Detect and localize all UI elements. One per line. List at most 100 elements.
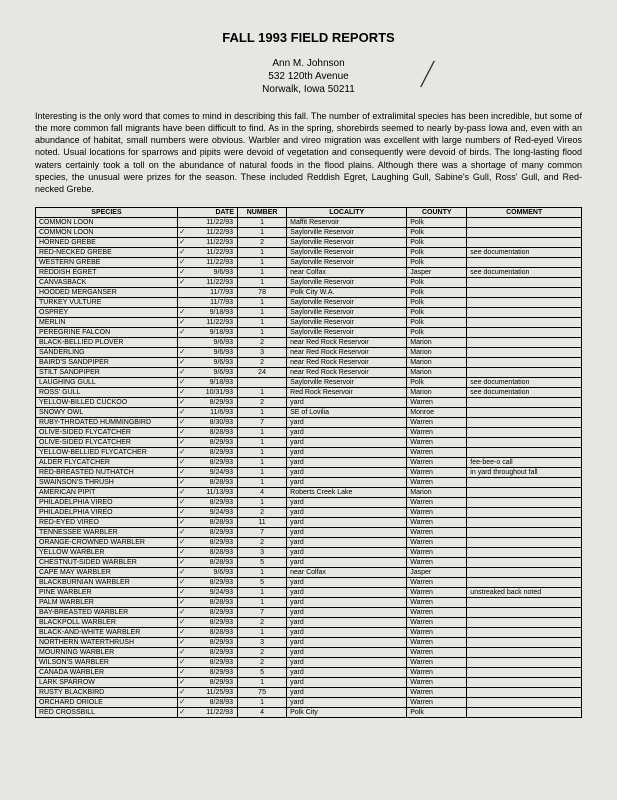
cell-number: 11 (238, 517, 287, 527)
cell-date: 8/29/93 (177, 577, 237, 587)
cell-comment (467, 307, 582, 317)
cell-locality: near Colfax (287, 567, 407, 577)
cell-locality: yard (287, 457, 407, 467)
table-row: PINE WARBLER9/24/931yardWarrenunstreaked… (36, 587, 582, 597)
cell-date: 11/6/93 (177, 407, 237, 417)
cell-county: Warren (407, 467, 467, 477)
header-locality: LOCALITY (287, 207, 407, 217)
cell-county: Warren (407, 577, 467, 587)
cell-county: Polk (407, 277, 467, 287)
cell-county: Warren (407, 617, 467, 627)
cell-county: Marion (407, 387, 467, 397)
cell-date: 11/22/93 (177, 317, 237, 327)
table-row: PALM WARBLER8/28/931yardWarren (36, 597, 582, 607)
cell-species: MERLIN (36, 317, 178, 327)
cell-county: Jasper (407, 567, 467, 577)
header-date: DATE (177, 207, 237, 217)
cell-locality: near Red Rock Reservoir (287, 337, 407, 347)
table-row: OSPREY9/18/931Saylorville ReservoirPolk (36, 307, 582, 317)
table-row: CANADA WARBLER8/29/935yardWarren (36, 667, 582, 677)
table-row: HORNED GREBE11/22/932Saylorville Reservo… (36, 237, 582, 247)
cell-number: 5 (238, 557, 287, 567)
cell-comment (467, 517, 582, 527)
cell-date: 9/24/93 (177, 507, 237, 517)
cell-county: Warren (407, 427, 467, 437)
table-row: WESTERN GREBE11/22/931Saylorville Reserv… (36, 257, 582, 267)
cell-county: Monroe (407, 407, 467, 417)
table-row: CANVASBACK11/22/931Saylorville Reservoir… (36, 277, 582, 287)
cell-date: 11/22/93 (177, 277, 237, 287)
cell-comment (467, 707, 582, 717)
cell-county: Warren (407, 667, 467, 677)
cell-date: 9/6/93 (177, 357, 237, 367)
cell-species: TENNESSEE WARBLER (36, 527, 178, 537)
cell-comment (467, 607, 582, 617)
cell-number: 2 (238, 647, 287, 657)
cell-county: Polk (407, 317, 467, 327)
table-row: TENNESSEE WARBLER8/29/937yardWarren (36, 527, 582, 537)
cell-comment (467, 367, 582, 377)
cell-comment (467, 647, 582, 657)
cell-county: Warren (407, 697, 467, 707)
cell-county: Warren (407, 557, 467, 567)
cell-date: 8/29/93 (177, 537, 237, 547)
cell-date: 8/29/93 (177, 637, 237, 647)
cell-species: PINE WARBLER (36, 587, 178, 597)
cell-species: YELLOW WARBLER (36, 547, 178, 557)
cell-number: 5 (238, 577, 287, 587)
cell-locality: yard (287, 497, 407, 507)
cell-date: 9/6/93 (177, 337, 237, 347)
cell-locality: yard (287, 477, 407, 487)
cell-number: 1 (238, 277, 287, 287)
cell-number: 5 (238, 667, 287, 677)
cell-county: Marion (407, 487, 467, 497)
table-row: CHESTNUT-SIDED WARBLER8/28/935yardWarren (36, 557, 582, 567)
cell-comment (467, 537, 582, 547)
table-row: PHILADELPHIA VIREO9/24/932yardWarren (36, 507, 582, 517)
cell-county: Polk (407, 307, 467, 317)
cell-locality: yard (287, 637, 407, 647)
cell-number: 7 (238, 527, 287, 537)
cell-county: Warren (407, 497, 467, 507)
cell-species: COMMON LOON (36, 217, 178, 227)
cell-locality: yard (287, 547, 407, 557)
cell-species: OSPREY (36, 307, 178, 317)
cell-number: 7 (238, 417, 287, 427)
table-row: RUSTY BLACKBIRD11/25/9375yardWarren (36, 687, 582, 697)
cell-species: HORNED GREBE (36, 237, 178, 247)
cell-county: Polk (407, 327, 467, 337)
cell-comment (467, 497, 582, 507)
cell-date: 8/29/93 (177, 657, 237, 667)
cell-number: 1 (238, 387, 287, 397)
cell-number (238, 377, 287, 387)
cell-comment (467, 567, 582, 577)
cell-species: REDDISH EGRET (36, 267, 178, 277)
cell-species: RUBY-THROATED HUMMINGBIRD (36, 417, 178, 427)
cell-locality: Saylorville Reservoir (287, 307, 407, 317)
cell-number: 2 (238, 507, 287, 517)
table-row: YELLOW-BELLIED FLYCATCHER8/29/931yardWar… (36, 447, 582, 457)
header-species: SPECIES (36, 207, 178, 217)
species-table: SPECIES DATE NUMBER LOCALITY COUNTY COMM… (35, 207, 582, 718)
cell-species: PHILADELPHIA VIREO (36, 497, 178, 507)
cell-comment (467, 617, 582, 627)
cell-comment (467, 557, 582, 567)
cell-date: 10/31/93 (177, 387, 237, 397)
cell-date: 8/30/93 (177, 417, 237, 427)
cell-locality: yard (287, 537, 407, 547)
cell-comment (467, 287, 582, 297)
table-row: RED-NECKED GREBE11/22/931Saylorville Res… (36, 247, 582, 257)
author-city: Norwalk, Iowa 50211 (35, 83, 582, 96)
cell-county: Warren (407, 637, 467, 647)
cell-comment (467, 297, 582, 307)
cell-species: BLACKPOLL WARBLER (36, 617, 178, 627)
cell-locality: near Red Rock Reservoir (287, 357, 407, 367)
cell-locality: yard (287, 687, 407, 697)
table-row: HOODED MERGANSER11/7/9378Polk City W.A.P… (36, 287, 582, 297)
cell-species: RUSTY BLACKBIRD (36, 687, 178, 697)
cell-number: 1 (238, 697, 287, 707)
cell-comment (467, 697, 582, 707)
cell-locality: Saylorville Reservoir (287, 237, 407, 247)
cell-locality: yard (287, 627, 407, 637)
cell-comment: see documentation (467, 387, 582, 397)
